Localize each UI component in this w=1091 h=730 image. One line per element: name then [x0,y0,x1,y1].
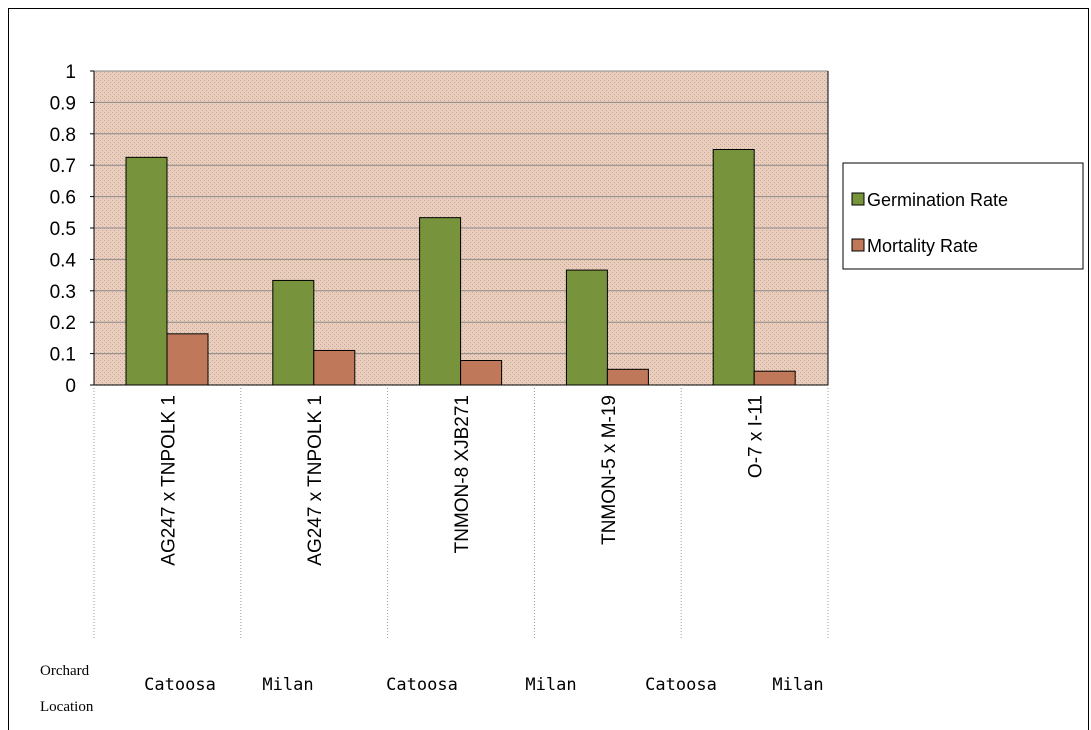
orchard-label-line2: Location [40,699,94,715]
y-tick-label: 0.1 [50,345,76,366]
location-label: Catoosa [386,675,458,695]
bar-germination [419,217,462,386]
bar-mortality [313,349,356,386]
y-tick-label: 0.3 [50,282,76,303]
chart-frame [8,8,1089,730]
y-tick-label: 1 [65,62,76,83]
location-label: Milan [525,675,576,695]
y-tick-label: 0.7 [50,156,76,177]
category-label: TNMON-5 x M-19 [599,395,620,545]
y-tick-label: 0.5 [50,219,76,240]
y-tick-label: 0.2 [50,313,76,334]
orchard-location-label: Orchard Location [40,663,94,715]
legend-swatch-mortality [851,238,865,252]
legend-swatch-germination [851,192,865,206]
location-label: Catoosa [144,675,216,695]
bar-mortality [606,368,649,386]
bar-mortality [753,370,796,386]
location-label: Milan [262,675,313,695]
bar-mortality [460,360,503,386]
location-label: Milan [772,675,823,695]
bar-mortality [166,333,209,386]
category-label: O-7 x I-11 [746,395,767,478]
location-label: Catoosa [645,675,717,695]
bar-germination [712,149,755,386]
y-tick-label: 0.6 [50,188,76,209]
legend-label-mortality: Mortality Rate [867,236,978,256]
category-label: TNMON-8 XJB271 [452,395,473,553]
legend: Germination Rate Mortality Rate [842,162,1084,270]
y-tick-label: 0.8 [50,125,76,146]
legend-label-germination: Germination Rate [867,190,1008,210]
category-label: AG247 x TNPOLK 1 [158,395,179,566]
bar-germination [565,269,608,386]
y-tick-label: 0.9 [50,93,76,114]
category-label: AG247 x TNPOLK 1 [305,395,326,566]
bar-germination [272,279,315,386]
y-tick-label: 0 [65,376,76,397]
y-tick-label: 0.4 [50,250,77,271]
bar-germination [125,156,168,386]
orchard-label-line1: Orchard [40,663,90,679]
